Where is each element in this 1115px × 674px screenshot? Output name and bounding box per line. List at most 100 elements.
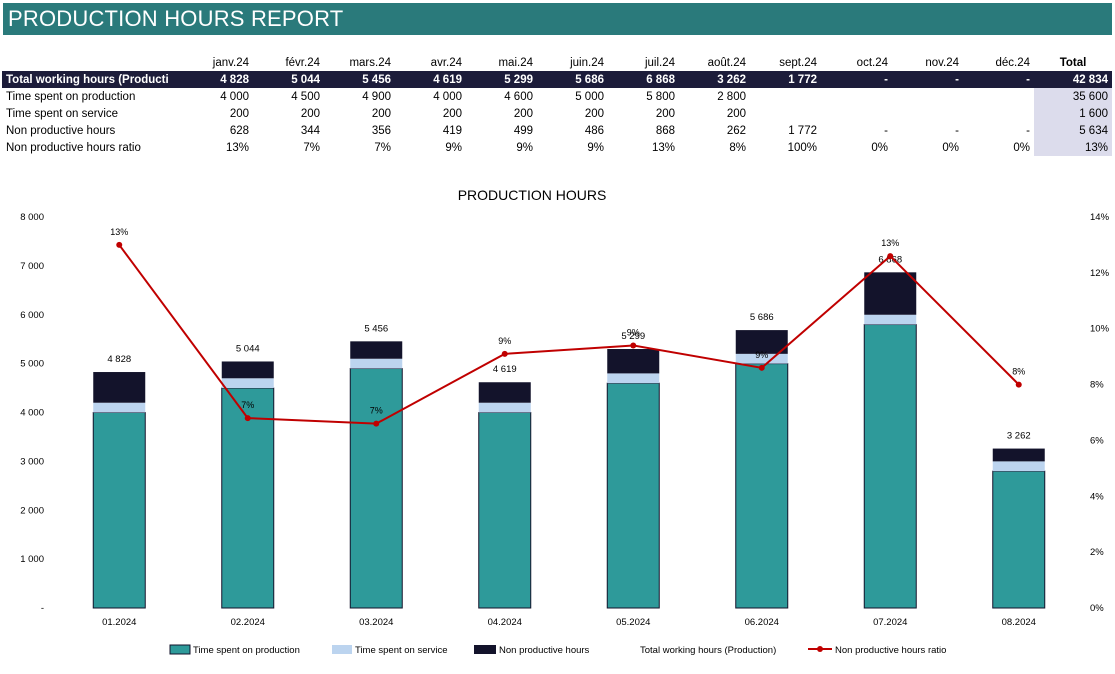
- month-header: déc.24: [995, 56, 1030, 69]
- ratio-point: [116, 241, 123, 248]
- total-header: Total: [1059, 56, 1087, 69]
- table-row: Non productive hours ratio 13% 7% 7% 9% 9% 9% 1…: [2, 139, 1112, 156]
- table-cell: 7%: [303, 141, 320, 154]
- ratio-data-label: 8%: [1012, 367, 1025, 377]
- table-cell: 344: [300, 124, 320, 137]
- bar-service: [992, 461, 1045, 472]
- total-cell: 35 600: [1034, 88, 1112, 105]
- bar-non-productive: [864, 272, 917, 315]
- ratio-data-label: 9%: [498, 336, 511, 346]
- bar-production: [992, 470, 1046, 609]
- table-cell: 13%: [651, 141, 675, 154]
- ratio-line: [118, 244, 1020, 425]
- chart-title: PRODUCTION HOURS: [458, 187, 607, 203]
- month-header: mars.24: [349, 56, 391, 69]
- hours-table: janv.24 févr.24 mars.24 avr.24 mai.24 ju…: [2, 54, 1112, 156]
- month-header: juil.24: [644, 56, 675, 69]
- table-cell: 262: [726, 124, 746, 137]
- total-data-label: 5 456: [364, 323, 388, 334]
- ratio-data-label: 7%: [370, 406, 383, 416]
- table-row: Time spent on production 4 000 4 500 4 900 4…: [2, 88, 1112, 105]
- table-cell: 9%: [445, 141, 462, 154]
- bar-service: [607, 373, 660, 384]
- total-data-label: 5 299: [621, 331, 645, 342]
- row-label: Non productive hours ratio: [6, 141, 141, 154]
- table-cell: [750, 88, 821, 105]
- table-cell: 499: [513, 124, 533, 137]
- bar-service: [864, 314, 917, 325]
- legend-production-label: Time spent on production: [193, 645, 300, 656]
- bar-non-productive: [221, 361, 274, 379]
- ratio-point: [501, 350, 508, 357]
- table-header-row: janv.24 févr.24 mars.24 avr.24 mai.24 ju…: [2, 54, 1112, 71]
- table-row: Non productive hours 628 344 356 419 499 486 86…: [2, 122, 1112, 139]
- bar-production: [349, 368, 403, 609]
- report-title-bar: PRODUCTION HOURS REPORT: [3, 3, 1112, 35]
- table-cell: 1 772: [788, 124, 817, 137]
- y-right-tick-label: 12%: [1090, 268, 1110, 279]
- table-cell: 13%: [225, 141, 249, 154]
- table-cell: 5 044: [253, 71, 324, 88]
- table-cell: 200: [513, 107, 533, 120]
- ratio-data-label: 13%: [881, 238, 899, 248]
- total-data-label: 4 619: [493, 364, 517, 375]
- table-cell: -: [884, 124, 888, 137]
- table-cell: 0%: [1013, 141, 1030, 154]
- bar-service: [735, 353, 788, 364]
- table-cell: 4 900: [362, 90, 391, 103]
- total-cell: 42 834: [1034, 71, 1112, 88]
- legend-ratio-label: Non productive hours ratio: [835, 645, 946, 656]
- x-tick-label: 03.2024: [359, 617, 393, 628]
- table-cell: 486: [584, 124, 604, 137]
- ratio-data-label: 13%: [110, 227, 128, 237]
- table-cell: 200: [442, 107, 462, 120]
- y-left-tick-label: 4 000: [20, 408, 44, 419]
- table-cell: 4 600: [504, 90, 533, 103]
- bar-production: [478, 412, 532, 609]
- y-left-tick-label: 8 000: [20, 212, 44, 223]
- total-cell: 5 634: [1034, 122, 1112, 139]
- table-cell: 200: [229, 107, 249, 120]
- table-cell: -: [963, 71, 1034, 88]
- legend-production-swatch: [169, 644, 191, 655]
- month-header: févr.24: [285, 56, 320, 69]
- y-left-tick-label: 3 000: [20, 456, 44, 467]
- y-left-tick-label: -: [41, 603, 44, 614]
- legend-ratio-marker: [817, 646, 823, 652]
- table-cell: 200: [726, 107, 746, 120]
- table-cell: 4 500: [291, 90, 320, 103]
- table-cell: 419: [442, 124, 462, 137]
- table-cell: [750, 105, 821, 122]
- table-cell: 200: [655, 107, 675, 120]
- table-cell: 5 299: [466, 71, 537, 88]
- total-cell: 1 600: [1034, 105, 1112, 122]
- header-label-cell: [2, 54, 182, 71]
- x-tick-label: 08.2024: [1002, 617, 1036, 628]
- table-cell: 5 000: [575, 90, 604, 103]
- bar-service: [350, 358, 403, 369]
- x-tick-label: 01.2024: [102, 617, 136, 628]
- table-cell: 3 262: [679, 71, 750, 88]
- month-header: mai.24: [498, 56, 533, 69]
- month-header: juin.24: [570, 56, 604, 69]
- table-cell: 5 800: [646, 90, 675, 103]
- y-left-tick-label: 1 000: [20, 554, 44, 565]
- y-left-tick-label: 7 000: [20, 261, 44, 272]
- production-hours-chart: PRODUCTION HOURS - 1 000 2 000 3 000 4 000 5 0…: [20, 187, 1110, 656]
- month-header: avr.24: [430, 56, 462, 69]
- bar-non-productive: [478, 382, 531, 403]
- table-cell: 5 686: [537, 71, 608, 88]
- table-cell: 9%: [587, 141, 604, 154]
- ratio-point: [630, 342, 637, 349]
- x-tick-label: 02.2024: [231, 617, 265, 628]
- report-title: PRODUCTION HOURS REPORT: [8, 6, 344, 31]
- ratio-data-label: 7%: [241, 400, 254, 410]
- y-right-tick-label: 6%: [1090, 435, 1104, 446]
- y-left-tick-label: 6 000: [20, 310, 44, 321]
- table-cell: 0%: [942, 141, 959, 154]
- table-cell: 8%: [729, 141, 746, 154]
- bar-non-productive: [607, 349, 660, 374]
- table-cell: 200: [371, 107, 391, 120]
- month-header: sept.24: [779, 56, 817, 69]
- row-label: Total working hours (Producti: [2, 71, 182, 88]
